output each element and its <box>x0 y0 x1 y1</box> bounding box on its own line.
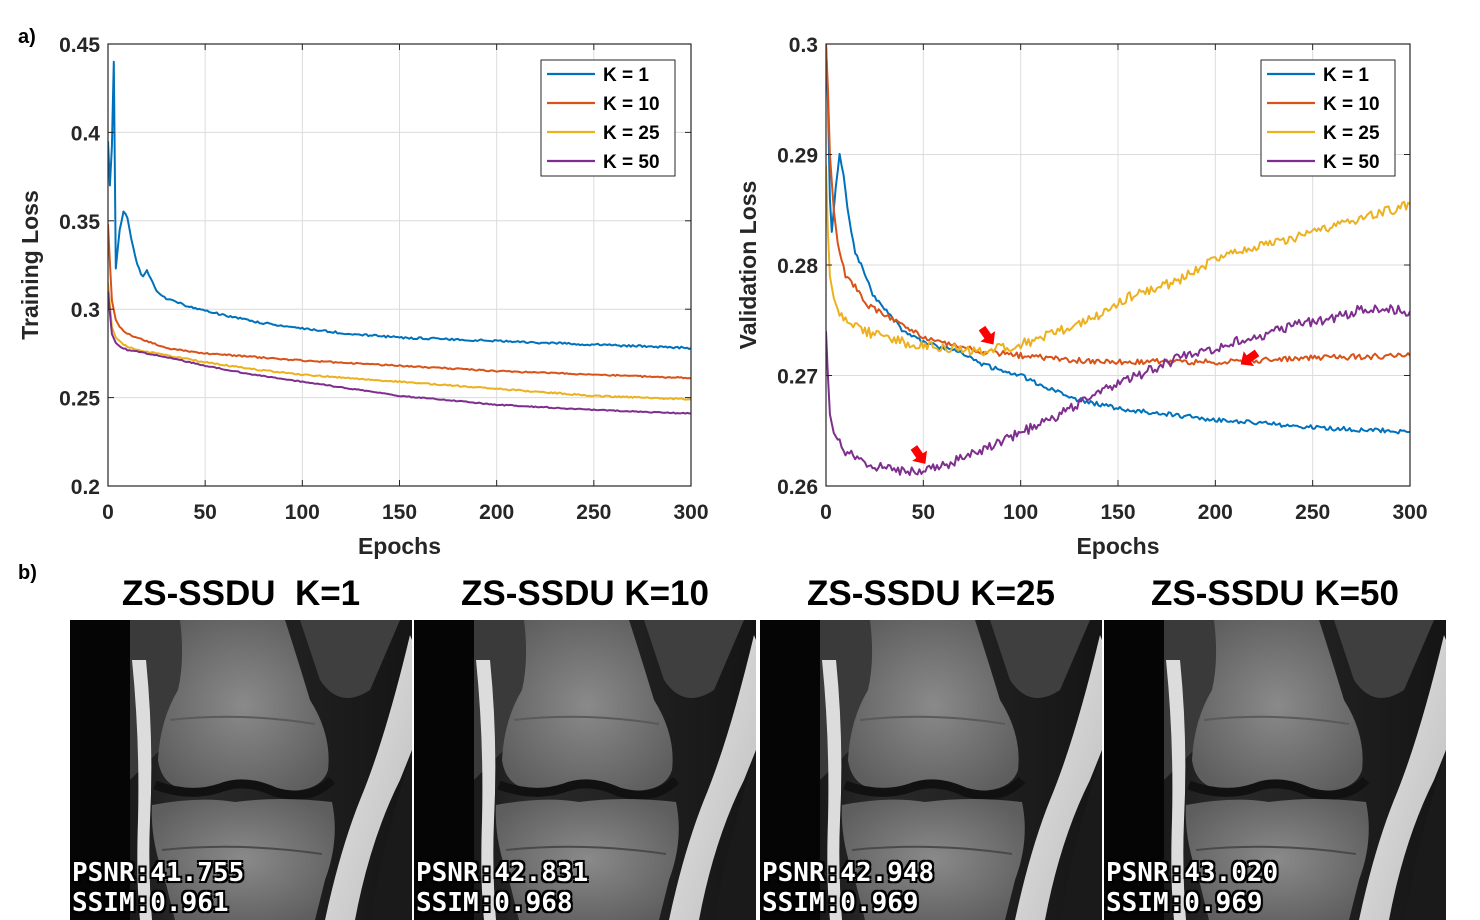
legend-entry: K = 1 <box>603 65 649 86</box>
x-tick-label: 250 <box>576 501 611 524</box>
legend: K = 1 K = 10 K = 25 K = 50 <box>540 59 676 177</box>
series-line-k50 <box>108 291 691 415</box>
legend-entry: K = 25 <box>1323 123 1380 144</box>
x-tick-label: 150 <box>382 501 417 524</box>
red-arrow-annotation <box>1240 349 1260 367</box>
y-tick-label: 0.3 <box>789 34 818 57</box>
y-tick-label: 0.2 <box>71 476 100 499</box>
series-line-k1 <box>826 44 1410 435</box>
ssim-value: SSIM:0.961 <box>72 888 229 918</box>
x-tick-label: 250 <box>1295 501 1330 524</box>
series-line-k10 <box>108 224 691 380</box>
legend-entry: K = 50 <box>603 152 660 173</box>
x-axis-label: Epochs <box>358 533 441 559</box>
legend-entry: K = 1 <box>1323 65 1369 86</box>
x-tick-label: 150 <box>1100 501 1135 524</box>
y-tick-label: 0.25 <box>59 388 100 411</box>
validation-loss-chart: 0 50 100 150 200 250 300 0.26 0.27 0.28 0.29 0.3 Epo… <box>735 34 1428 559</box>
x-tick-label: 300 <box>1392 501 1427 524</box>
mri-image-k1: PSNR:41.755 SSIM:0.961 <box>70 620 412 920</box>
y-tick-label: 0.3 <box>71 299 100 322</box>
x-tick-label: 100 <box>1003 501 1038 524</box>
x-axis-label: Epochs <box>1076 533 1159 559</box>
y-tick-label: 0.29 <box>777 145 818 168</box>
x-tick-label: 0 <box>820 501 832 524</box>
red-arrow-annotation <box>978 325 996 345</box>
x-tick-label: 50 <box>193 501 216 524</box>
panel-label-a: a) <box>18 26 36 48</box>
knee-mri-image <box>70 620 412 920</box>
series-line-k1 <box>108 60 691 350</box>
ssim-value: SSIM:0.969 <box>762 888 919 918</box>
knee-mri-image <box>760 620 1102 920</box>
legend-entry: K = 50 <box>1323 152 1380 173</box>
x-tick-label: 50 <box>912 501 935 524</box>
series-line-k25 <box>826 165 1410 357</box>
legend-entry: K = 25 <box>603 123 660 144</box>
mri-image-k50: PSNR:43.020 SSIM:0.969 <box>1104 620 1446 920</box>
x-tick-label: 200 <box>1198 501 1233 524</box>
mri-image-k25: PSNR:42.948 SSIM:0.969 <box>760 620 1102 920</box>
y-tick-label: 0.35 <box>59 211 100 234</box>
series-line-k25 <box>108 282 691 401</box>
y-axis-label: Validation Loss <box>735 181 761 350</box>
ssim-value: SSIM:0.968 <box>416 888 573 918</box>
psnr-value: PSNR:42.948 <box>762 858 935 888</box>
mri-title-k50: ZS-SSDU K=50 <box>1151 574 1399 613</box>
legend-entry: K = 10 <box>1323 94 1380 115</box>
panel-label-b: b) <box>18 562 37 584</box>
mri-title-k1: ZS-SSDU K=1 <box>121 574 361 613</box>
series-line-k10 <box>826 44 1410 366</box>
legend-entry: K = 10 <box>603 94 660 115</box>
y-tick-label: 0.28 <box>777 255 818 278</box>
red-arrow-annotation <box>910 445 927 464</box>
training-loss-chart: 0 50 100 150 200 250 300 0.2 0.25 0.3 0.35 0.4 0.45 E… <box>17 34 709 559</box>
mri-title-k10: ZS-SSDU K=10 <box>461 574 709 613</box>
psnr-value: PSNR:41.755 <box>72 858 245 888</box>
x-tick-label: 0 <box>102 501 114 524</box>
y-axis-label: Training Loss <box>17 190 43 340</box>
mri-title-k25: ZS-SSDU K=25 <box>807 574 1055 613</box>
mri-image-k10: PSNR:42.831 SSIM:0.968 <box>414 620 756 920</box>
x-tick-label: 200 <box>479 501 514 524</box>
ssim-value: SSIM:0.969 <box>1106 888 1263 918</box>
knee-mri-image <box>1104 620 1446 920</box>
y-tick-label: 0.45 <box>59 34 100 57</box>
series-line-k50 <box>826 304 1410 476</box>
x-tick-label: 300 <box>673 501 708 524</box>
loss-charts: 0 50 100 150 200 250 300 0.2 0.25 0.3 0.35 0.4 0.45 E… <box>17 34 1428 559</box>
y-tick-label: 0.26 <box>777 476 818 499</box>
psnr-value: PSNR:43.020 <box>1106 858 1279 888</box>
knee-mri-image <box>414 620 756 920</box>
legend: K = 1 K = 10 K = 25 K = 50 <box>1260 59 1396 177</box>
x-tick-label: 100 <box>285 501 320 524</box>
psnr-value: PSNR:42.831 <box>416 858 589 888</box>
y-tick-label: 0.4 <box>71 122 101 145</box>
y-tick-label: 0.27 <box>777 366 818 389</box>
